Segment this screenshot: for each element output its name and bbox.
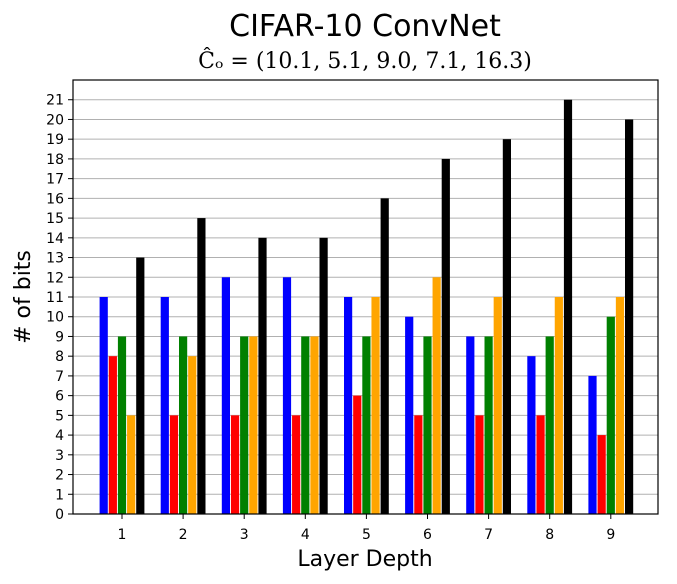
bar: [319, 237, 328, 514]
bar: [371, 297, 380, 514]
bar: [188, 356, 197, 514]
bar: [432, 277, 441, 514]
y-tick-label: 21: [46, 93, 64, 109]
bar: [597, 435, 606, 514]
bar: [301, 336, 310, 514]
bar: [554, 297, 563, 514]
y-tick-label: 12: [46, 270, 64, 286]
chart-subtitle: Ĉₒ = (10.1, 5.1, 9.0, 7.1, 16.3): [198, 47, 532, 74]
y-tick-label: 0: [55, 507, 64, 523]
bar: [545, 336, 554, 514]
bar: [108, 356, 117, 514]
bar: [99, 297, 108, 514]
x-tick-label: 8: [545, 527, 554, 543]
y-tick-label: 8: [55, 349, 64, 365]
y-tick-label: 18: [46, 152, 64, 168]
y-tick-label: 2: [55, 468, 64, 484]
bar: [362, 336, 371, 514]
x-tick-label: 4: [301, 527, 310, 543]
bar: [493, 297, 502, 514]
bar: [441, 158, 450, 514]
bar: [606, 316, 615, 514]
bar: [282, 277, 292, 514]
y-tick-label: 10: [46, 310, 64, 326]
bar: [258, 237, 267, 514]
y-tick-label: 14: [46, 231, 64, 247]
x-axis: 1 2 3 4 5 6 7 8 9: [118, 514, 615, 543]
bar: [221, 277, 230, 514]
bar: [169, 415, 179, 514]
bar: [310, 336, 319, 514]
y-tick-label: 19: [46, 132, 64, 148]
y-tick-label: 1: [55, 487, 64, 503]
y-tick-label: 5: [55, 408, 64, 424]
y-tick-label: 11: [46, 290, 64, 306]
bar: [353, 395, 362, 514]
x-tick-label: 3: [240, 527, 249, 543]
bar: [423, 336, 432, 514]
bar: [588, 375, 597, 514]
bar: [230, 415, 240, 514]
bar: [625, 119, 634, 514]
chart-title: CIFAR-10 ConvNet: [229, 9, 501, 44]
bar: [563, 99, 573, 514]
bar: [127, 415, 136, 514]
bar: [466, 336, 475, 514]
y-tick-label: 9: [55, 329, 64, 345]
y-tick-label: 13: [46, 251, 64, 267]
y-tick-label: 20: [46, 112, 64, 128]
y-tick-label: 17: [46, 172, 64, 188]
bar: [484, 336, 493, 514]
y-tick-label: 6: [55, 389, 64, 405]
x-tick-label: 7: [484, 527, 493, 543]
bar: [136, 257, 145, 514]
bar: [292, 415, 301, 514]
bar: [380, 198, 389, 515]
bars: [99, 99, 634, 515]
bar: [117, 336, 127, 514]
x-tick-label: 6: [423, 527, 432, 543]
y-tick-label: 15: [46, 211, 64, 227]
y-tick-label: 3: [55, 448, 64, 464]
bar: [475, 415, 484, 514]
bar: [527, 356, 536, 514]
bar: [536, 415, 545, 514]
bar: [179, 336, 188, 514]
y-tick-label: 16: [46, 191, 64, 207]
bar: [344, 297, 353, 514]
x-tick-label: 9: [606, 527, 615, 543]
x-tick-label: 5: [362, 527, 371, 543]
bar: [405, 316, 414, 514]
bar: [240, 336, 249, 514]
x-tick-label: 2: [179, 527, 188, 543]
y-axis-label: # of bits: [11, 250, 36, 344]
bar: [414, 415, 423, 514]
x-tick-label: 1: [118, 527, 127, 543]
bar: [502, 139, 511, 514]
bar: [160, 297, 169, 514]
bar: [615, 297, 625, 514]
y-tick-label: 4: [55, 428, 64, 444]
bar: [197, 218, 206, 514]
y-tick-label: 7: [55, 369, 64, 385]
bar: [249, 336, 258, 514]
x-axis-label: Layer Depth: [297, 547, 432, 572]
